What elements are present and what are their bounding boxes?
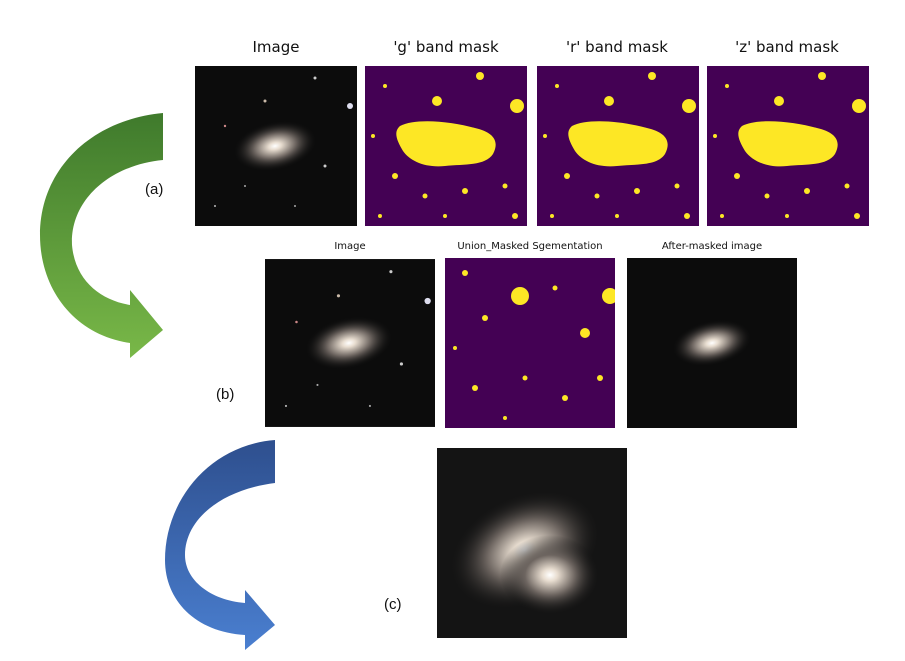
galaxy [500,535,600,615]
panel-title: Image [253,38,300,56]
panel-label: (b) [216,386,234,403]
mask-panel [537,66,699,226]
mask-panel [707,66,869,226]
panel-label: (a) [145,181,163,198]
blue-arrow [165,440,275,650]
mask-panel [445,258,615,428]
panel-title: 'z' band mask [735,38,839,56]
panel-title: After-masked image [662,241,762,252]
galaxy [672,319,752,367]
panel-label: (c) [384,596,402,613]
panel-title: Image [334,241,365,252]
panel-title: Union_Masked Sgementation [457,241,602,252]
image-panel [265,259,435,427]
panel-title: 'r' band mask [566,38,668,56]
green-arrow [40,113,163,358]
mask-panel [365,66,527,226]
panel-title: 'g' band mask [393,38,499,56]
image-panel [195,66,357,226]
